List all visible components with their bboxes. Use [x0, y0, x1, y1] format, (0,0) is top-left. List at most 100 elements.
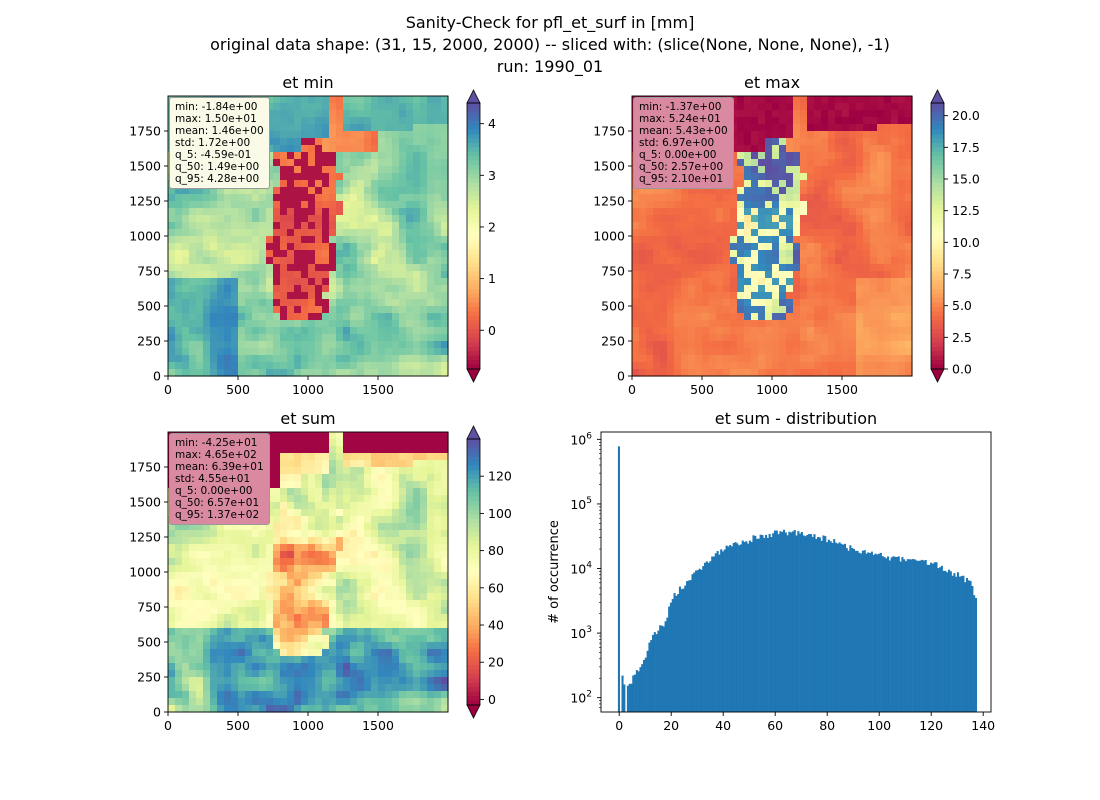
- heatmap-cell: [259, 614, 267, 622]
- heatmap-cell: [667, 201, 675, 209]
- heatmap-cell: [350, 369, 358, 377]
- heatmap-cell: [660, 278, 668, 286]
- heatmap-cell: [357, 145, 365, 153]
- heatmap-cell: [660, 243, 668, 251]
- heatmap-cell: [315, 250, 323, 258]
- heatmap-cell: [856, 131, 864, 139]
- heatmap-cell: [751, 243, 759, 251]
- heatmap-cell: [168, 572, 176, 580]
- heatmap-cell: [695, 292, 703, 300]
- heatmap-cell: [667, 257, 675, 265]
- heatmap-cell: [273, 292, 281, 300]
- heatmap-cell: [182, 558, 190, 566]
- heatmap-cell: [427, 530, 435, 538]
- heatmap-cell: [681, 362, 689, 370]
- heatmap-cell: [189, 236, 197, 244]
- heatmap-cell: [357, 152, 365, 160]
- heatmap-cell: [898, 124, 906, 132]
- colorbar-segment: [931, 160, 944, 166]
- heatmap-cell: [849, 229, 857, 237]
- heatmap-cell: [660, 222, 668, 230]
- heatmap-cell: [441, 516, 449, 524]
- heatmap-cell: [343, 327, 351, 335]
- x-tick-label: 500: [690, 382, 714, 397]
- colorbar-segment: [467, 125, 480, 131]
- heatmap-cell: [434, 565, 442, 573]
- heatmap-cell: [294, 670, 302, 678]
- heatmap-cell: [667, 278, 675, 286]
- heatmap-cell: [434, 166, 442, 174]
- heatmap-cell: [413, 313, 421, 321]
- heatmap-cell: [674, 222, 682, 230]
- heatmap-cell: [639, 257, 647, 265]
- heatmap-cell: [800, 96, 808, 104]
- heatmap-cell: [877, 243, 885, 251]
- heatmap-cell: [287, 544, 295, 552]
- heatmap-cell: [273, 537, 281, 545]
- heatmap-cell: [793, 320, 801, 328]
- heatmap-cell: [357, 250, 365, 258]
- heatmap-cell: [329, 488, 337, 496]
- heatmap-cell: [308, 537, 316, 545]
- heatmap-cell: [870, 103, 878, 111]
- heatmap-cell: [224, 621, 232, 629]
- heatmap-cell: [322, 145, 330, 153]
- heatmap-cell: [779, 278, 787, 286]
- heatmap-cell: [252, 691, 260, 699]
- heatmap-cell: [653, 320, 661, 328]
- heatmap-cell: [259, 362, 267, 370]
- heatmap-cell: [835, 271, 843, 279]
- heatmap-cell: [315, 635, 323, 643]
- heatmap-cell: [814, 131, 822, 139]
- heatmap-cell: [203, 348, 211, 356]
- heatmap-cell: [196, 243, 204, 251]
- heatmap-cell: [217, 334, 225, 342]
- heatmap-cell: [744, 285, 752, 293]
- heatmap-cell: [849, 362, 857, 370]
- heatmap-cell: [427, 264, 435, 272]
- heatmap-cell: [385, 621, 393, 629]
- heatmap-cell: [646, 222, 654, 230]
- heatmap-cell: [413, 600, 421, 608]
- heatmap-cell: [196, 341, 204, 349]
- heatmap-cell: [315, 348, 323, 356]
- heatmap-cell: [863, 250, 871, 258]
- heatmap-cell: [329, 145, 337, 153]
- heatmap-cell: [357, 236, 365, 244]
- heatmap-cell: [168, 341, 176, 349]
- heatmap-cell: [350, 439, 358, 447]
- heatmap-cell: [364, 145, 372, 153]
- heatmap-cell: [273, 110, 281, 118]
- heatmap-cell: [315, 593, 323, 601]
- heatmap-cell: [891, 299, 899, 307]
- heatmap-cell: [350, 173, 358, 181]
- heatmap-cell: [273, 565, 281, 573]
- heatmap-cell: [849, 236, 857, 244]
- heatmap-cell: [357, 355, 365, 363]
- heatmap-cell: [730, 369, 738, 377]
- heatmap-cell: [821, 215, 829, 223]
- heatmap-cell: [849, 194, 857, 202]
- colorbar-segment: [467, 346, 480, 352]
- heatmap-cell: [392, 138, 400, 146]
- heatmap-cell: [308, 544, 316, 552]
- heatmap-cell: [322, 152, 330, 160]
- heatmap-cell: [406, 180, 414, 188]
- heatmap-cell: [758, 243, 766, 251]
- heatmap-cell: [315, 663, 323, 671]
- heatmap-cell: [413, 306, 421, 314]
- heatmap-cell: [427, 516, 435, 524]
- heatmap-cell: [779, 222, 787, 230]
- colorbar-segment: [467, 209, 480, 215]
- heatmap-cell: [217, 264, 225, 272]
- heatmap-cell: [203, 313, 211, 321]
- heatmap-cell: [441, 103, 449, 111]
- heatmap-cell: [828, 173, 836, 181]
- heatmap-cell: [217, 257, 225, 265]
- heatmap-cell: [189, 215, 197, 223]
- heatmap-cell: [399, 215, 407, 223]
- heatmap-cell: [322, 166, 330, 174]
- heatmap-cell: [751, 117, 759, 125]
- heatmap-cell: [646, 229, 654, 237]
- heatmap-cell: [856, 250, 864, 258]
